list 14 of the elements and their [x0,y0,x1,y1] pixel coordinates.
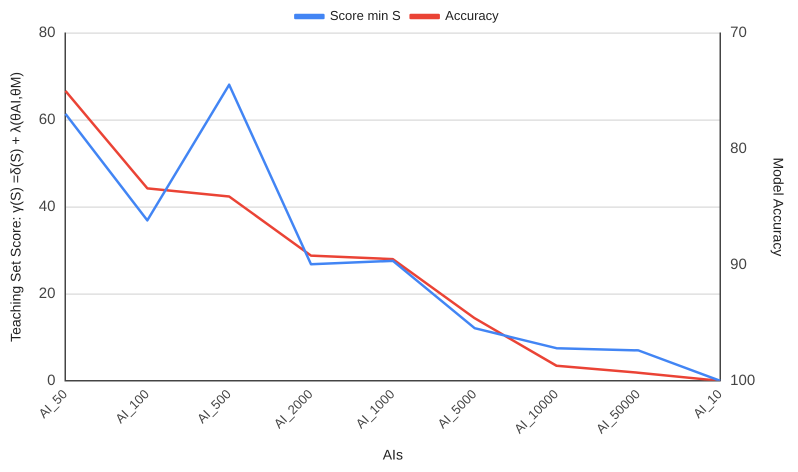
y-axis-title: Teaching Set Score: γ(S) =δ(S) + λ(θAI,θM) [7,72,24,342]
x-axis-title: AIs [382,446,403,462]
y2-tick-label: 100 [730,372,756,389]
y2-tick-label: 70 [730,24,747,42]
y-tick-label: 20 [38,285,56,302]
legend-label: Accuracy [445,8,500,24]
y2-axis-title: Model Accuracy [770,157,787,256]
y-tick-label: 80 [38,24,56,42]
y2-tick-label: 80 [730,140,747,158]
y-tick-label: 0 [47,372,56,389]
y-tick-label: 60 [38,111,56,128]
legend-label: Score min S [330,8,401,24]
y2-tick-label: 90 [730,256,747,274]
y-tick-label: 40 [38,198,56,216]
